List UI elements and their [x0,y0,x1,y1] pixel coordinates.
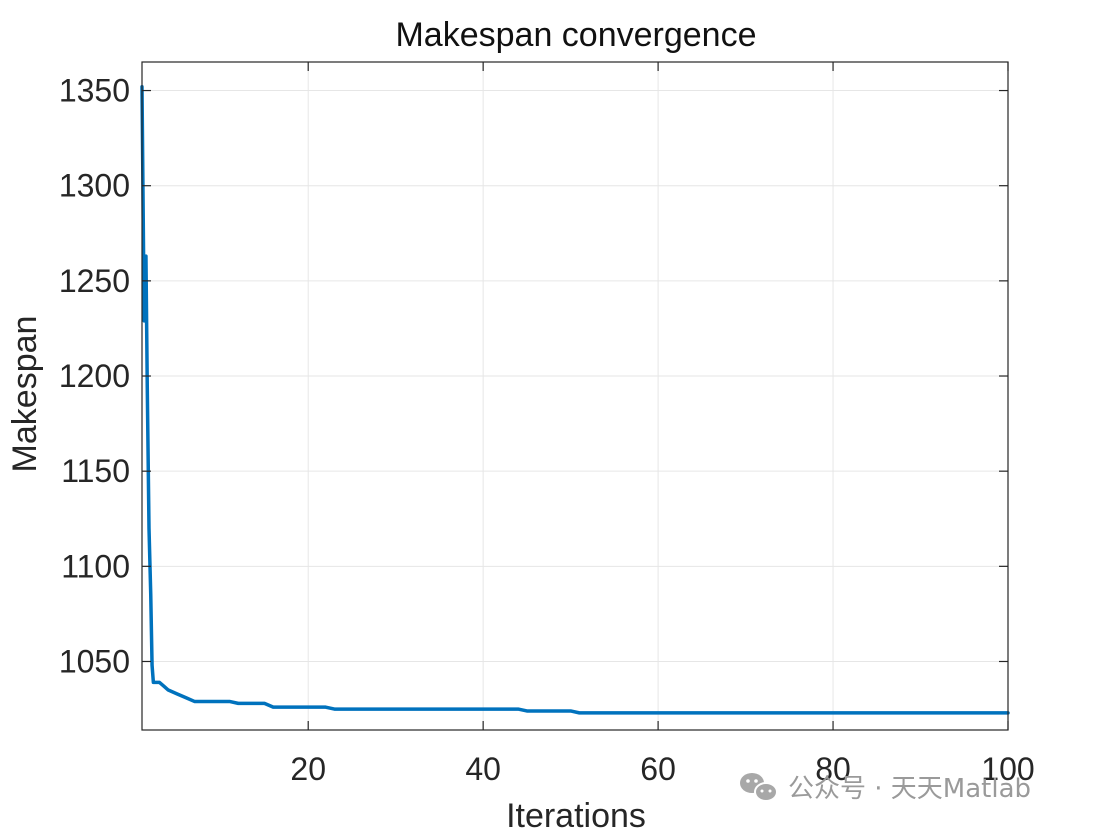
x-tick-label: 20 [290,751,326,787]
axes-box [141,61,1009,731]
y-tick-label: 1250 [59,263,130,299]
wechat-icon [740,773,778,802]
y-tick-label: 1200 [59,358,130,394]
x-tick-label: 60 [640,751,676,787]
y-axis-label: Makespan [6,316,44,473]
y-tick-label: 1350 [59,73,130,109]
ticks: 20 40 60 80 100 1050 1100 1150 1200 1250 1300 1350 [59,62,1035,787]
chart-title: Makespan convergence [395,16,756,54]
x-tick-label: 80 [815,751,851,787]
series-layer [140,84,1010,715]
y-tick-label: 1150 [61,453,130,489]
series-line [140,84,1010,715]
axes [141,61,1009,731]
x-tick-label: 100 [981,751,1034,787]
y-tick-label: 1300 [59,168,130,204]
grid [142,62,1009,730]
watermark-text: 公众号 · 天天Matlab [788,774,1031,804]
watermark: 公众号 · 天天Matlab [740,773,1031,804]
y-tick-label: 1050 [59,643,130,679]
y-tick-label: 1100 [61,548,130,584]
x-tick-label: 40 [465,751,501,787]
x-axis-label: Iterations [506,797,646,832]
